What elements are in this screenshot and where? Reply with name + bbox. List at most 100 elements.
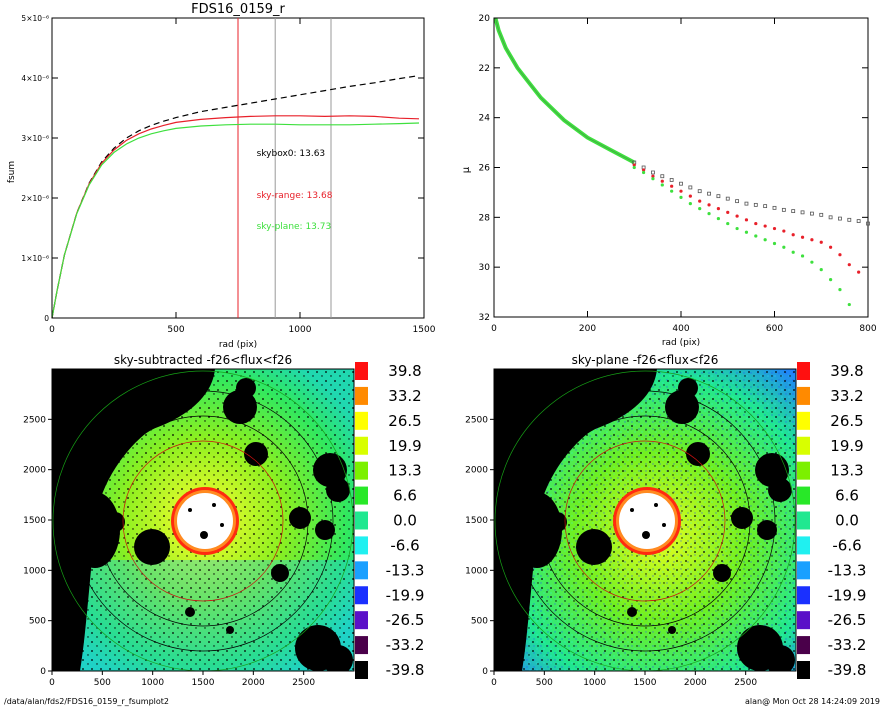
image-x-tick-label: 1500 bbox=[192, 678, 215, 688]
fsum-annotation: sky-range: 13.68 bbox=[257, 191, 333, 201]
colorbar-label: 19.9 bbox=[830, 437, 863, 455]
colorbar-label: -6.6 bbox=[832, 536, 861, 554]
mu-point-sky-range bbox=[829, 245, 833, 249]
mu-y-ticks: 20 22 24 26 28 30 32 bbox=[479, 14, 868, 323]
mu-y-tick-label: 32 bbox=[479, 313, 490, 323]
mu-point-sky-range bbox=[670, 184, 674, 188]
mu-point-skybox0 bbox=[669, 178, 674, 182]
mu-point-sky-range bbox=[716, 207, 721, 211]
colorbar-label: 6.6 bbox=[393, 487, 417, 505]
mu-point-sky-range bbox=[651, 174, 655, 178]
mu-point-skybox0 bbox=[707, 191, 711, 196]
mu-point-sky-range bbox=[847, 263, 851, 267]
colorbar-label: -13.3 bbox=[386, 561, 425, 579]
fsum-series-sky-range bbox=[51, 115, 420, 319]
colorbar-swatch bbox=[797, 386, 810, 405]
colorbar-swatch bbox=[797, 611, 810, 630]
mu-x-tick-label: 400 bbox=[672, 324, 689, 334]
image-x-tick-label: 2000 bbox=[242, 678, 265, 688]
sky-subtracted-colorbar: 39.8 33.2 26.5 19.9 13.3 6.6 0.0 -6.6 -13.3 -19.9… bbox=[355, 362, 424, 679]
mu-point-sky-range bbox=[857, 270, 861, 274]
fsum-title: FDS16_0159_r bbox=[191, 2, 285, 17]
mu-point-skybox0 bbox=[679, 181, 683, 186]
image-x-tick-label: 1500 bbox=[634, 678, 657, 688]
colorbar-label: 26.5 bbox=[388, 412, 421, 430]
fsum-annotations: skybox0: 13.63 sky-range: 13.68 sky-plane:… bbox=[257, 149, 333, 232]
sky-plane-image bbox=[494, 369, 796, 671]
image-x-tick-label: 2500 bbox=[734, 678, 757, 688]
mu-point-skybox0 bbox=[651, 170, 655, 175]
mu-point-skybox0 bbox=[866, 221, 870, 226]
mu-point-sky-range bbox=[688, 194, 692, 198]
mu-point-sky-range bbox=[791, 233, 795, 237]
mu-y-tick-label: 28 bbox=[479, 213, 491, 223]
mu-point-sky-plane bbox=[744, 230, 749, 234]
colorbar-label: -39.8 bbox=[828, 661, 867, 679]
colorbar-label: -33.2 bbox=[386, 636, 425, 654]
mu-point-sky-range bbox=[772, 226, 777, 231]
mu-combined-curve bbox=[493, 17, 636, 165]
mu-y-tick-label: 20 bbox=[479, 14, 491, 24]
sky-plane-x-ticks: 0 500 1000 1500 2000 2500 bbox=[491, 671, 757, 688]
colorbar-label: -19.9 bbox=[828, 586, 867, 604]
fsum-x-axis-label: rad (pix) bbox=[219, 340, 257, 350]
image-y-tick-label: 1500 bbox=[465, 516, 488, 526]
colorbar-label: 26.5 bbox=[830, 412, 863, 430]
mu-x-tick-label: 800 bbox=[859, 324, 876, 334]
colorbar-label: -33.2 bbox=[828, 636, 867, 654]
mu-point-sky-range bbox=[698, 199, 702, 203]
fsum-y-tick-label: 3×10⁻⁶ bbox=[21, 134, 49, 143]
colorbar-swatch bbox=[797, 586, 810, 605]
mu-point-skybox0 bbox=[716, 194, 721, 199]
colorbar-swatch bbox=[355, 661, 368, 679]
mu-point-skybox0 bbox=[735, 199, 739, 204]
fsum-y-tick-label: 0 bbox=[44, 314, 49, 323]
mu-point-sky-plane bbox=[800, 254, 805, 258]
sky-subtracted-y-ticks: 0 500 1000 1500 2000 2500 bbox=[23, 415, 52, 677]
mu-point-skybox0 bbox=[791, 209, 796, 214]
mu-point-sky-plane bbox=[772, 241, 777, 246]
mu-point-skybox0 bbox=[828, 215, 833, 220]
fsum-y-tick-label: 4×10⁻⁶ bbox=[21, 74, 49, 83]
mu-x-axis-label: rad (pix) bbox=[662, 338, 700, 348]
sky-subtracted-title: sky-subtracted -f26<flux<f26 bbox=[114, 353, 292, 367]
colorbar-swatch bbox=[355, 536, 368, 555]
colorbar-label: -13.3 bbox=[828, 561, 867, 579]
mu-point-skybox0 bbox=[781, 207, 786, 212]
mu-point-sky-plane bbox=[642, 170, 646, 175]
fsum-x-ticks: 0 500 1000 1500 bbox=[49, 18, 436, 335]
fsum-panel: FDS16_0159_r 0 500 1000 1500 0 1×10⁻⁶ 2×10⁻⁶ 3… bbox=[7, 2, 436, 350]
colorbar-swatch bbox=[355, 362, 368, 380]
fsum-x-tick-label: 1500 bbox=[413, 325, 436, 335]
image-x-tick-label: 2500 bbox=[292, 678, 315, 688]
colorbar-swatch bbox=[797, 461, 810, 480]
fsum-x-tick-label: 0 bbox=[49, 325, 55, 335]
sky-plane-panel: sky-plane -f26<flux<f26 bbox=[465, 353, 866, 688]
colorbar-swatch bbox=[355, 411, 368, 430]
mu-y-tick-label: 22 bbox=[479, 64, 490, 74]
colorbar-swatch bbox=[797, 536, 810, 555]
mu-point-sky-range bbox=[735, 214, 739, 218]
mu-point-sky-plane bbox=[754, 234, 758, 238]
footer-left: /data/alan/fds2/FDS16_0159_r_fsumplot2 bbox=[4, 697, 169, 706]
sky-subtracted-panel: sky-subtracted -f26<flux<f26 bbox=[23, 353, 424, 688]
mu-point-sky-range bbox=[744, 218, 749, 222]
mu-point-skybox0 bbox=[697, 189, 702, 194]
mu-marks bbox=[493, 17, 870, 307]
mu-combined-curve-core bbox=[495, 17, 635, 163]
image-x-tick-label: 500 bbox=[94, 678, 111, 688]
mu-point-sky-plane bbox=[726, 221, 730, 226]
image-y-tick-label: 0 bbox=[40, 667, 46, 677]
mu-point-sky-plane bbox=[707, 211, 711, 216]
fsum-annotation: skybox0: 13.63 bbox=[257, 149, 326, 159]
colorbar-label: 13.3 bbox=[830, 462, 863, 480]
mu-point-sky-range bbox=[632, 163, 636, 167]
colorbar-swatch bbox=[355, 386, 368, 405]
image-y-tick-label: 2500 bbox=[465, 415, 488, 425]
image-y-tick-label: 1000 bbox=[465, 566, 488, 576]
mu-point-skybox0 bbox=[753, 202, 758, 207]
mu-point-sky-range bbox=[679, 189, 683, 193]
fsum-series-sky-plane bbox=[51, 122, 420, 319]
colorbar-label: 6.6 bbox=[835, 487, 859, 505]
mu-point-sky-plane bbox=[847, 302, 851, 307]
